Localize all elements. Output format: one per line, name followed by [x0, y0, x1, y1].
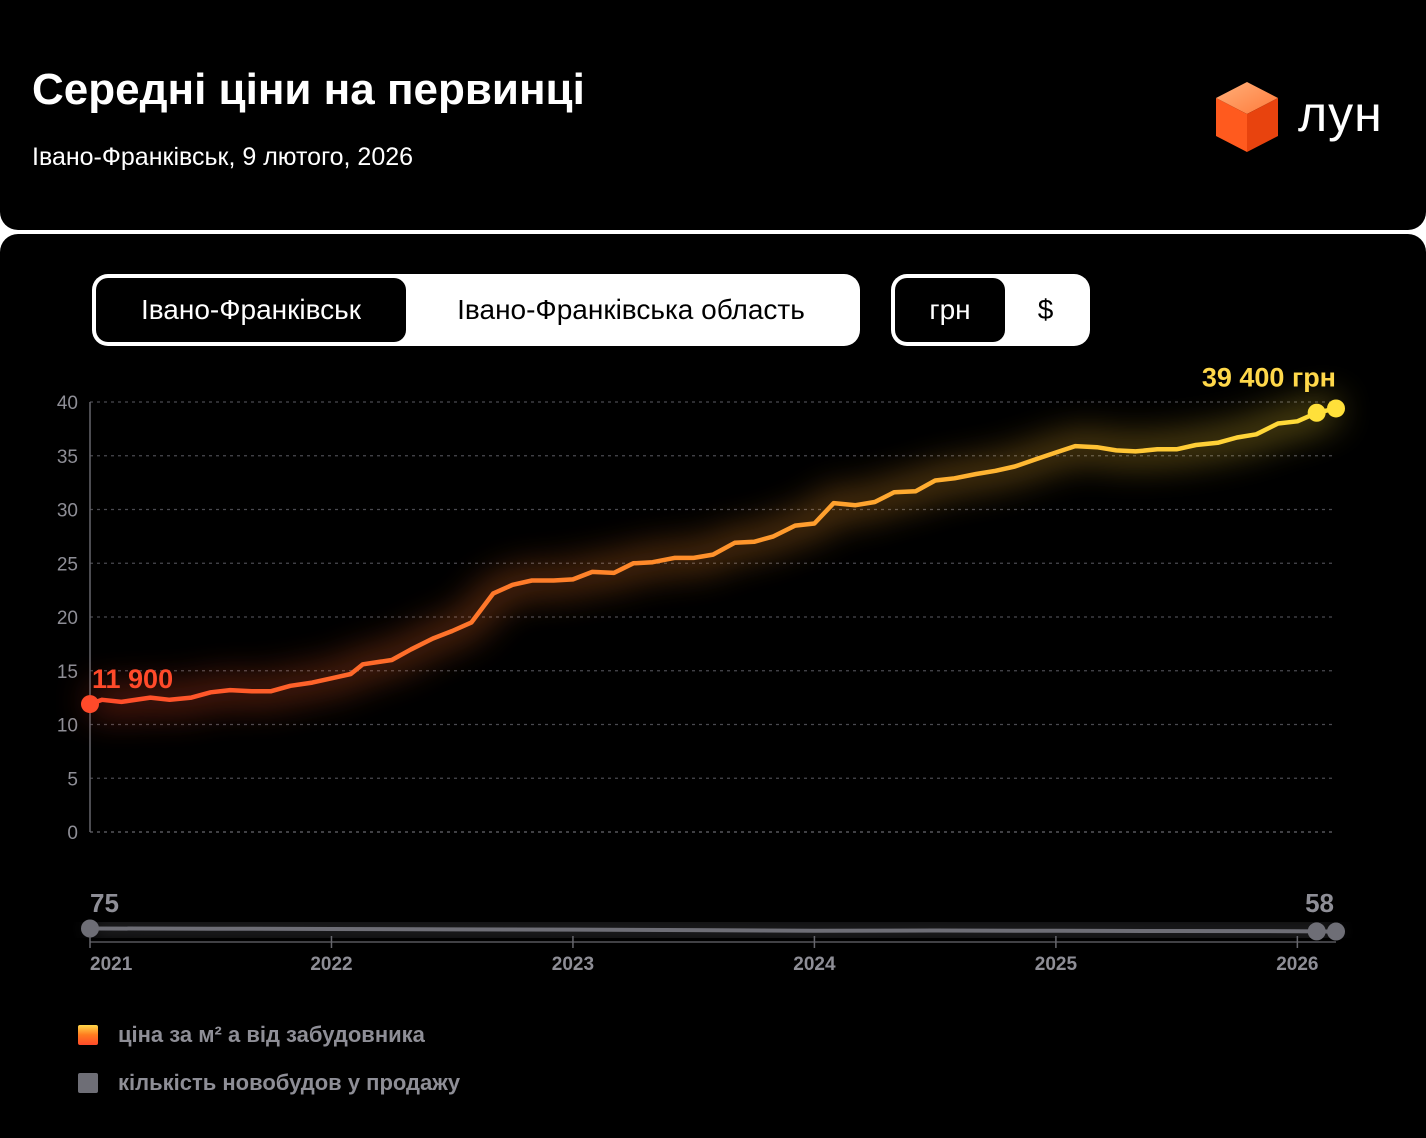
page-subtitle: Івано-Франківськ, 9 лютого, 2026: [32, 143, 414, 171]
lun-logo[interactable]: лун: [1212, 78, 1402, 156]
count-prev-point: [1307, 922, 1326, 941]
currency-option-uah[interactable]: грн: [895, 278, 1005, 342]
header-card: Середні ціни на первинці Івано-Франківсь…: [0, 0, 1426, 230]
count-start-point: [81, 919, 99, 938]
count-end-point: [1327, 922, 1345, 941]
price-end-point: [1327, 399, 1345, 418]
y-tick-label: 35: [57, 447, 78, 468]
legend-label-price: ціна за м² а від забудовника: [118, 1022, 425, 1047]
region-toggle: Івано-Франківськ Івано-Франківська облас…: [92, 274, 860, 346]
price-start-label: 11 900: [92, 664, 173, 694]
y-tick-label: 0: [67, 823, 78, 844]
y-tick-label: 10: [57, 716, 78, 737]
region-option-city[interactable]: Івано-Франківськ: [96, 278, 406, 342]
x-tick-label: 2023: [552, 954, 594, 975]
legend-item-price: ціна за м² а від забудовника: [78, 1022, 425, 1048]
x-tick-label: 2022: [310, 954, 352, 975]
x-tick-label: 2021: [90, 954, 133, 975]
y-tick-label: 25: [57, 554, 78, 575]
count-start-label: 75: [90, 888, 119, 918]
logo-text: лун: [1298, 86, 1383, 142]
price-prev-point: [1307, 403, 1326, 422]
y-tick-label: 40: [57, 393, 78, 414]
region-option-oblast[interactable]: Івано-Франківська область: [457, 294, 805, 325]
x-tick-label: 2025: [1035, 954, 1078, 975]
currency-option-usd[interactable]: $: [1037, 294, 1054, 325]
legend-item-count: кількість новобудов у продажу: [78, 1070, 460, 1096]
count-line: [88, 926, 1338, 934]
legend-label-count: кількість новобудов у продажу: [118, 1070, 461, 1095]
price-end-label: 39 400 грн: [1202, 362, 1336, 392]
x-tick-label: 2026: [1276, 954, 1318, 975]
currency-toggle: грн $: [891, 274, 1090, 346]
count-end-label: 58: [1305, 888, 1334, 918]
y-tick-label: 20: [57, 608, 78, 629]
legend-swatch-price: [78, 1025, 98, 1045]
legend-swatch-count: [78, 1073, 98, 1093]
y-tick-label: 5: [67, 769, 78, 790]
price-start-point: [81, 695, 99, 714]
cube-logo-icon: [1216, 82, 1278, 152]
y-tick-label: 15: [57, 662, 78, 683]
x-tick-label: 2024: [793, 954, 836, 975]
page-title: Середні ціни на первинці: [32, 65, 585, 114]
y-tick-label: 30: [57, 501, 78, 522]
price-line: [87, 406, 1339, 707]
